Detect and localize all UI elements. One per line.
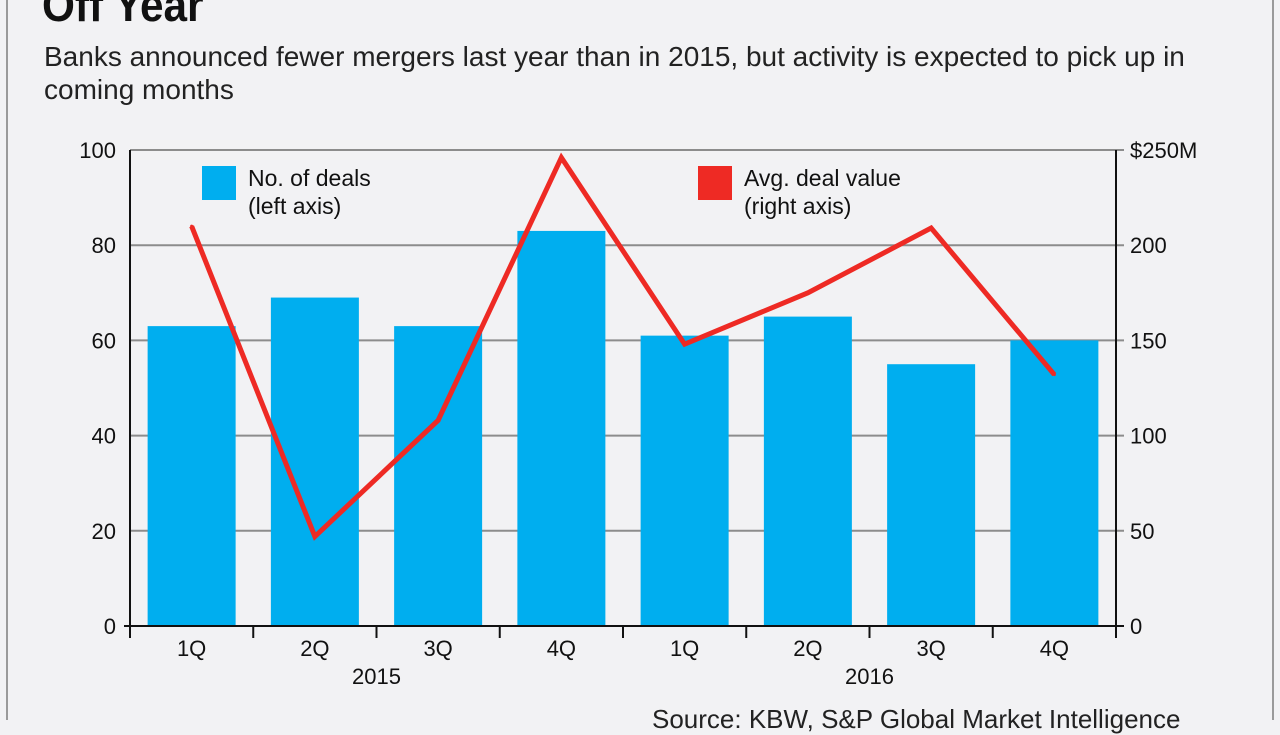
left-tick-label: 100 [79, 138, 116, 163]
avg-deal-value-point [683, 342, 687, 346]
left-tick-label: 80 [92, 233, 116, 258]
deal-count-bar [147, 326, 236, 626]
combo-chart: 0 20 40 60 80 100 0 50 100 150 200 $250M 1Q 2Q 3Q 4Q 1Q 2… [79, 138, 1197, 689]
category-label: 4Q [1040, 636, 1069, 661]
avg-deal-value-line [189, 152, 1057, 541]
right-tick-label: 0 [1130, 614, 1142, 639]
category-label: 1Q [177, 636, 206, 661]
left-tick-label: 60 [92, 328, 116, 353]
right-tick-label: 100 [1130, 424, 1167, 449]
chart-subtitle: Banks announced fewer mergers last year … [44, 41, 1185, 105]
legend-line-label: Avg. deal value [744, 165, 901, 191]
deal-count-bar [394, 326, 483, 626]
frame-right-border [1272, 0, 1274, 720]
category-label: 4Q [547, 636, 576, 661]
frame-left-border [6, 0, 8, 720]
left-tick-label: 20 [92, 519, 116, 544]
right-tick-label: $250M [1130, 138, 1197, 163]
category-label: 2Q [793, 636, 822, 661]
avg-deal-value-point [559, 156, 563, 160]
category-label: 3Q [916, 636, 945, 661]
avg-deal-value-point [436, 418, 440, 422]
category-label: 3Q [423, 636, 452, 661]
deal-count-bar [640, 335, 729, 626]
right-tick-label: 150 [1130, 328, 1167, 353]
legend-bar-label: (left axis) [248, 193, 341, 219]
year-group-label: 2016 [845, 664, 894, 689]
legend-bar-label: No. of deals [248, 165, 371, 191]
right-tick-label: 200 [1130, 233, 1167, 258]
deal-count-bar [1010, 340, 1099, 626]
left-tick-label: 40 [92, 424, 116, 449]
category-label: 1Q [670, 636, 699, 661]
avg-deal-value-point [806, 291, 810, 295]
right-tick-label: 50 [1130, 519, 1154, 544]
year-group-label: 2015 [352, 664, 401, 689]
legend-bar-swatch [202, 166, 236, 200]
avg-deal-value-point [1052, 373, 1056, 377]
left-tick-label: 0 [104, 614, 116, 639]
avg-deal-value-point [313, 535, 317, 539]
deal-count-bar [763, 316, 852, 626]
deal-count-bar [887, 364, 976, 626]
legend-line-label: (right axis) [744, 193, 851, 219]
legend-line-swatch [698, 166, 732, 200]
deal-count-bar [517, 230, 606, 627]
avg-deal-value-point [929, 226, 933, 230]
category-label: 2Q [300, 636, 329, 661]
chart-title: Off Year [42, 0, 204, 31]
avg-deal-value-point [190, 224, 194, 228]
